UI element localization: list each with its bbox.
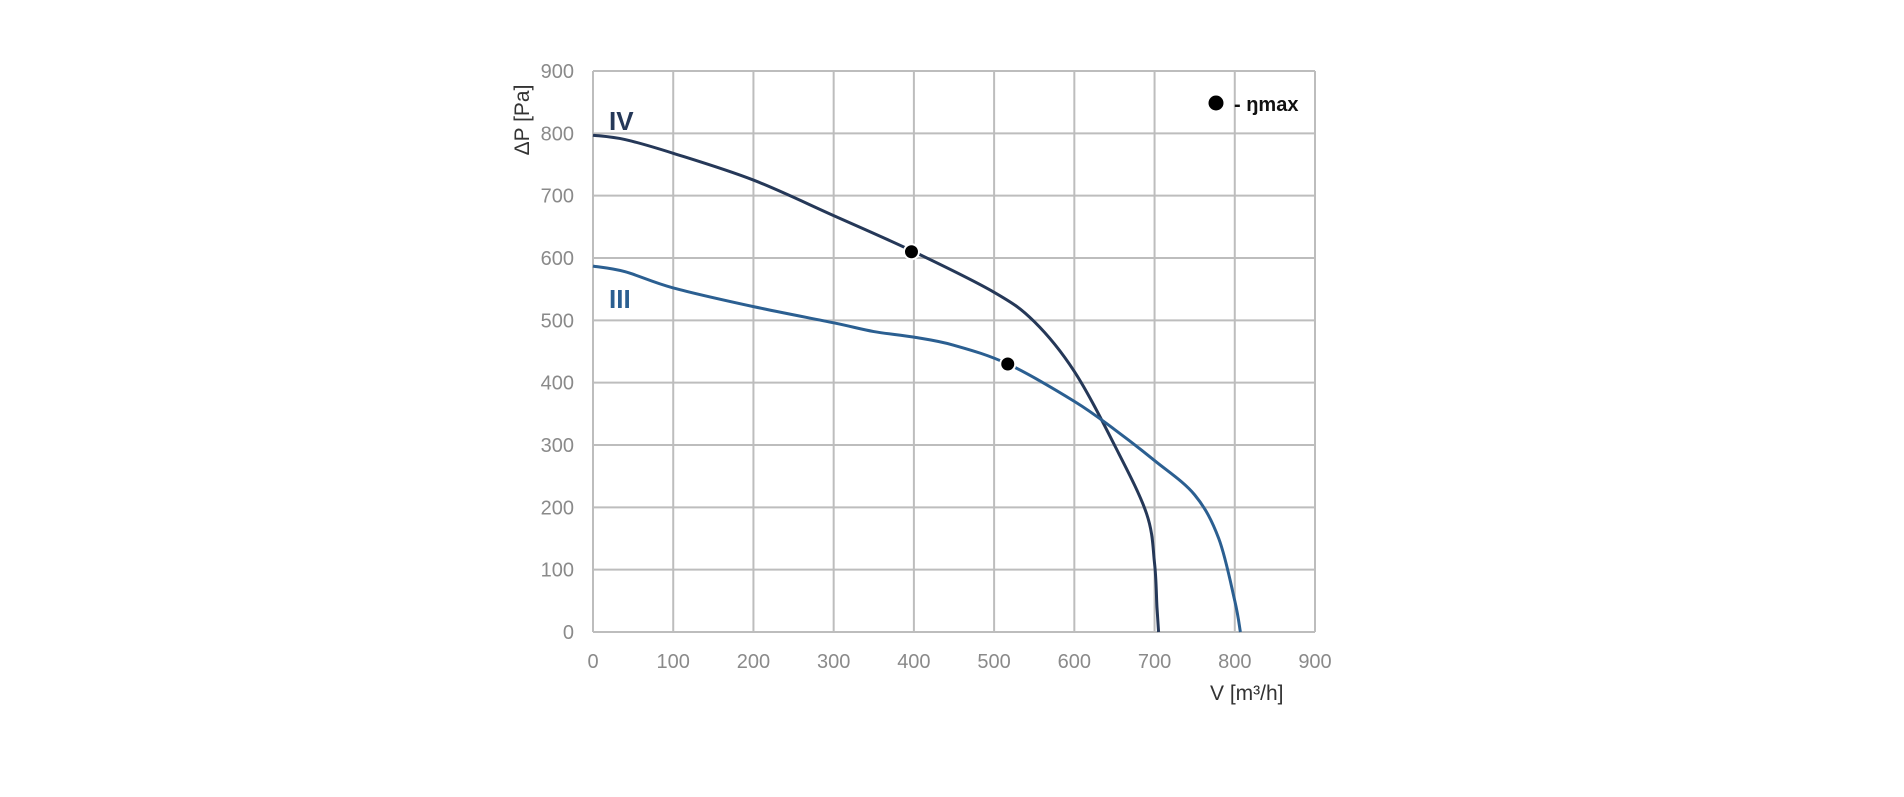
x-tick-label: 100 <box>657 651 690 673</box>
tick-labels: 0 100 200 300 400 500 600 700 800 900 0 100 200 300 40… <box>541 61 1332 673</box>
y-tick-label: 600 <box>541 248 574 270</box>
curve-labels: IV III <box>609 106 634 314</box>
y-tick-label: 0 <box>563 622 574 644</box>
x-tick-label: 800 <box>1218 651 1251 673</box>
eta-max-points <box>902 243 1017 373</box>
x-tick-label: 600 <box>1058 651 1091 673</box>
x-tick-label: 700 <box>1138 651 1171 673</box>
series-line-iii <box>592 264 1242 633</box>
eta-max-point-iv <box>902 243 920 261</box>
y-tick-label: 100 <box>541 560 574 582</box>
y-tick-label: 800 <box>541 123 574 145</box>
legend: - ŋmax <box>1208 94 1298 116</box>
series-line-iv <box>592 133 1161 633</box>
y-tick-label: 300 <box>541 435 574 457</box>
x-tick-label: 300 <box>817 651 850 673</box>
y-tick-label: 900 <box>541 61 574 83</box>
x-axis-label: V [m³/h] <box>1210 682 1284 705</box>
x-tick-label: 400 <box>897 651 930 673</box>
y-tick-label: 700 <box>541 186 574 208</box>
x-tick-label: 500 <box>977 651 1010 673</box>
legend-marker <box>1208 95 1224 111</box>
x-tick-label: 0 <box>587 651 598 673</box>
curves <box>592 133 1242 633</box>
series-label-iv: IV <box>609 106 634 136</box>
legend-label: - ŋmax <box>1234 94 1298 116</box>
x-tick-label: 900 <box>1298 651 1331 673</box>
eta-max-point-iii <box>999 355 1017 373</box>
series-label-iii: III <box>609 284 631 314</box>
x-tick-label: 200 <box>737 651 770 673</box>
y-axis-label: ΔP [Pa] <box>511 85 534 156</box>
y-tick-label: 500 <box>541 310 574 332</box>
y-tick-label: 200 <box>541 497 574 519</box>
grid <box>592 70 1316 633</box>
y-tick-label: 400 <box>541 373 574 395</box>
